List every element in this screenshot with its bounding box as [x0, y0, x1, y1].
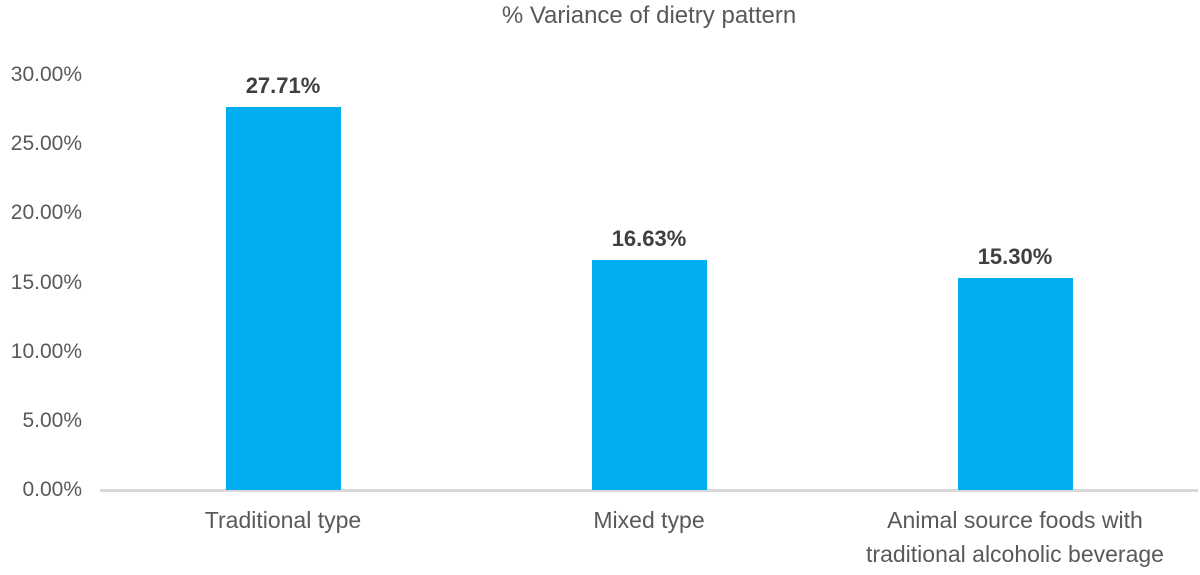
- y-axis-tick-label: 0.00%: [22, 478, 82, 501]
- x-axis-label-2: Animal source foods with traditional alc…: [866, 507, 1164, 567]
- y-axis-tick-label: 25.00%: [10, 132, 82, 156]
- y-axis-tick-label: 10.00%: [10, 339, 82, 363]
- x-axis-label-1: Mixed type: [593, 507, 705, 533]
- y-axis-tick-label: 30.00%: [10, 63, 82, 86]
- x-axis-label-0: Traditional type: [204, 507, 362, 533]
- chart-title: % Variance of dietry pattern: [501, 2, 797, 29]
- bar-0: [225, 106, 341, 490]
- y-axis-tick-label: 20.00%: [10, 201, 82, 225]
- data-label-0: 27.71%: [245, 72, 321, 98]
- data-label-2: 15.30%: [977, 244, 1053, 270]
- bar-1: [591, 259, 707, 490]
- x-axis-line: [100, 489, 1198, 492]
- data-label-1: 16.63%: [611, 225, 687, 251]
- bar-2: [957, 278, 1073, 490]
- y-axis-tick-label: 15.00%: [10, 270, 82, 294]
- y-axis-tick-label: 5.00%: [22, 408, 82, 432]
